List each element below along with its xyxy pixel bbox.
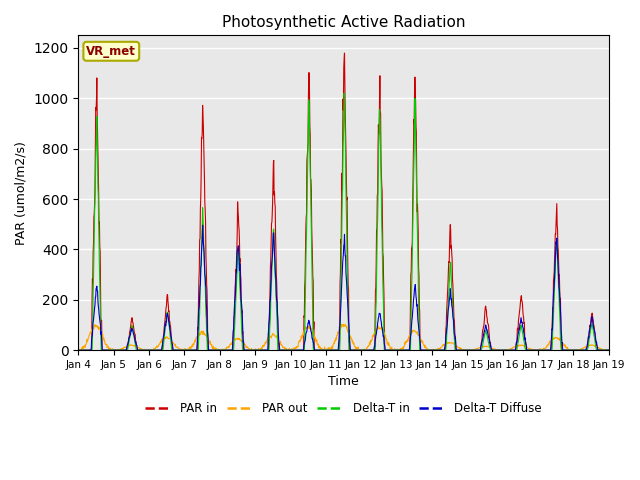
Delta-T Diffuse [199,222,207,228]
Legend: PAR in, PAR out, Delta-T in, Delta-T Diffuse: PAR in, PAR out, Delta-T in, Delta-T Dif… [140,397,547,420]
Title: Photosynthetic Active Radiation: Photosynthetic Active Radiation [222,15,465,30]
PAR in [495,348,503,353]
PAR out [75,348,83,353]
PAR in [193,348,200,353]
PAR in [542,348,550,353]
Delta-T in [495,348,503,353]
Delta-T Diffuse [605,348,612,353]
Delta-T Diffuse [426,348,434,353]
PAR out [338,321,346,327]
PAR out [180,347,188,353]
Delta-T Diffuse [75,348,83,353]
Delta-T in [340,90,348,96]
Delta-T in [252,348,259,353]
PAR out [426,348,434,353]
Delta-T in [193,348,200,353]
PAR out [605,347,612,353]
Delta-T in [542,348,550,353]
Line: PAR in: PAR in [79,53,609,350]
Delta-T in [75,348,83,353]
PAR out [542,345,550,350]
Bar [79,36,609,48]
PAR out [193,335,200,340]
Y-axis label: PAR (umol/m2/s): PAR (umol/m2/s) [15,141,28,245]
Delta-T in [426,348,434,353]
PAR in [605,348,612,353]
Delta-T Diffuse [542,348,550,353]
Bar [79,98,609,149]
PAR out [495,348,503,353]
Line: Delta-T Diffuse: Delta-T Diffuse [79,225,609,350]
Delta-T Diffuse [495,348,503,353]
Text: VR_met: VR_met [86,45,136,58]
PAR in [180,348,188,353]
PAR in [340,50,348,56]
Delta-T in [605,348,612,353]
PAR in [252,348,259,353]
PAR in [426,348,434,353]
Delta-T Diffuse [180,348,188,353]
PAR out [252,346,259,352]
Line: PAR out: PAR out [79,324,609,350]
X-axis label: Time: Time [328,375,359,388]
Bar [79,199,609,250]
Delta-T Diffuse [252,348,260,353]
Delta-T in [180,348,188,353]
PAR in [75,348,83,353]
Delta-T Diffuse [193,348,200,353]
Line: Delta-T in: Delta-T in [79,93,609,350]
Bar [79,300,609,350]
